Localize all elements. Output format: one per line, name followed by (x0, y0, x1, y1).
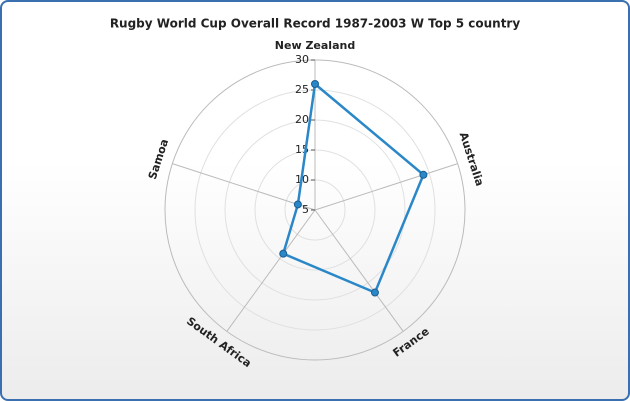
point (279, 249, 288, 258)
y-tick-label: 30 (295, 53, 309, 66)
point (370, 288, 379, 297)
axis-line (172, 163, 316, 211)
category-label: Samoa (146, 137, 171, 181)
y-tick-label: 5 (302, 203, 309, 216)
y-tick-label: 20 (295, 113, 309, 126)
point (419, 170, 428, 179)
axis-line (314, 163, 458, 211)
chart-title: Rugby World Cup Overall Record 1987-2003… (110, 17, 521, 31)
category-label: Australia (457, 131, 487, 188)
series-line (281, 81, 425, 295)
point (293, 200, 302, 209)
point (311, 80, 319, 88)
y-tick-label: 25 (295, 83, 309, 96)
category-label: New Zealand (275, 39, 355, 52)
axis-line (314, 209, 404, 332)
axis-line (226, 209, 316, 332)
category-label: France (391, 325, 432, 360)
